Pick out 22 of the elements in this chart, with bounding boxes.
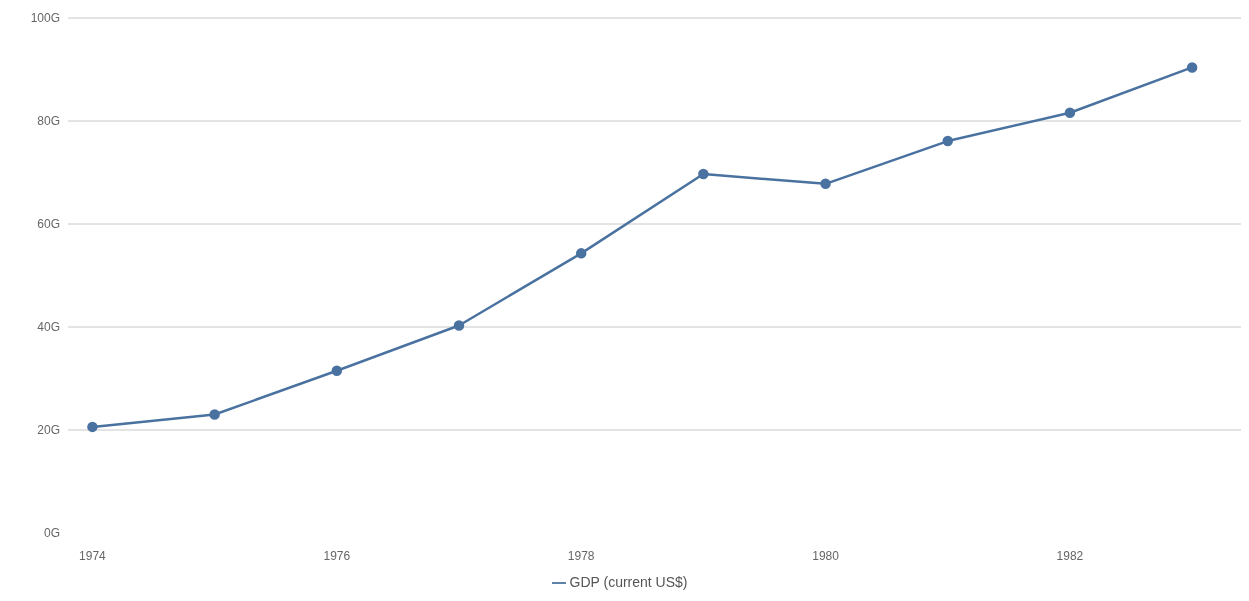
y-tick-label: 40G [37,320,60,335]
point [331,365,343,377]
point [820,178,831,190]
y-tick-label: 80G [37,114,60,129]
y-tick-label: 60G [37,217,60,232]
point [1064,107,1076,119]
point [698,168,709,180]
y-tick-label: 20G [37,423,60,438]
y-tick-label: 0G [43,526,60,541]
point [575,248,587,259]
x-tick-label: 1978 [567,548,595,563]
x-tick-label: 1980 [812,548,840,563]
point [87,421,98,433]
point [453,320,465,331]
y-tick-label: 100G [30,11,60,26]
point [1186,62,1198,73]
x-tick-label: 1974 [79,548,107,563]
legend-label: GDP (current US$) [569,574,688,590]
point [209,409,220,420]
x-tick-label: 1976 [323,548,351,563]
point [942,135,953,147]
x-tick-label: 1982 [1056,548,1084,563]
